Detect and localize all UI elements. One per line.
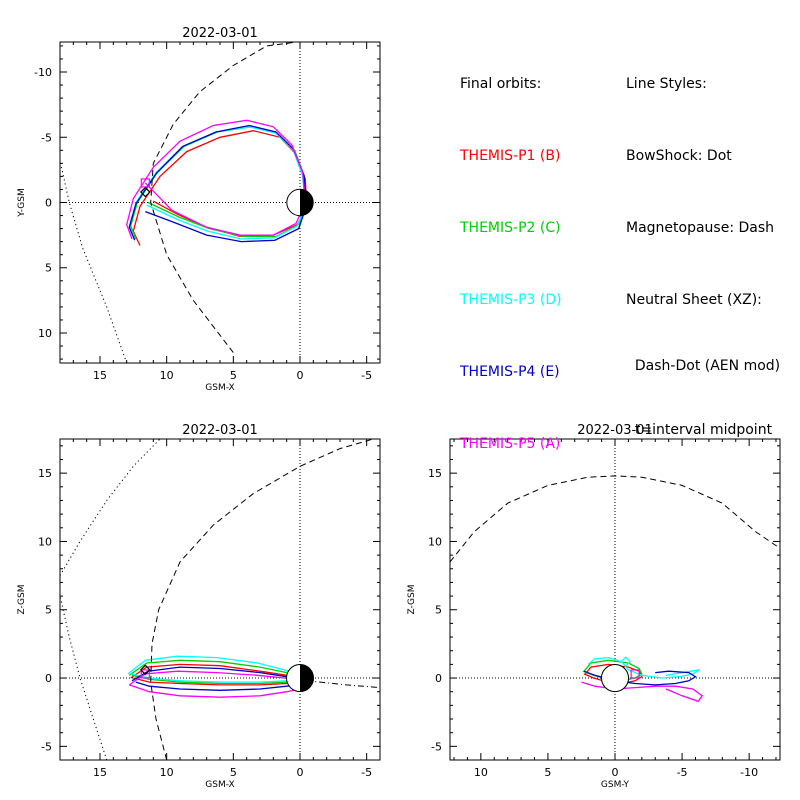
legend-entry-p5: THEMIS-P5 (A) bbox=[460, 436, 561, 452]
panel-xz: 15 10 5 0 -5 -5 0 5 10 15 2022-03-01 GSM-X Z-GSM bbox=[17, 423, 381, 790]
earth-night-side bbox=[300, 189, 314, 216]
y-tick-label: -5 bbox=[41, 131, 52, 144]
series-line-magnetopause bbox=[150, 42, 298, 353]
x-axis-label: GSM-X bbox=[205, 383, 234, 393]
chart-title: 2022-03-01 bbox=[182, 26, 258, 41]
y-tick-label: 10 bbox=[38, 327, 52, 340]
linestyle-neutral-sheet: Neutral Sheet (XZ): bbox=[626, 292, 762, 308]
x-tick-label: 10 bbox=[160, 766, 174, 779]
y-tick-label: 15 bbox=[428, 467, 442, 480]
series-line-bowshock-upper bbox=[60, 439, 161, 576]
chart-title: 2022-03-01 bbox=[182, 423, 258, 438]
series-line-magnetopause bbox=[150, 439, 374, 760]
y-axis-label: Z-GSM bbox=[17, 584, 27, 614]
orbit-legend: Final orbits: THEMIS-P1 (B) THEMIS-P2 (C… bbox=[460, 24, 562, 480]
x-tick-label: 0 bbox=[612, 766, 619, 779]
marker-diamond bbox=[139, 664, 151, 676]
x-tick-label: 15 bbox=[93, 369, 107, 382]
y-axis-label: Y-GSM bbox=[17, 188, 27, 217]
y-tick-label: 5 bbox=[435, 604, 442, 617]
legend-entry-p4: THEMIS-P4 (E) bbox=[460, 364, 560, 380]
y-tick-label: -5 bbox=[41, 740, 52, 753]
y-tick-label: 15 bbox=[38, 467, 52, 480]
x-tick-label: 5 bbox=[230, 766, 237, 779]
y-tick-label: 10 bbox=[428, 535, 442, 548]
x-tick-label: 0 bbox=[297, 766, 304, 779]
x-tick-label: 15 bbox=[93, 766, 107, 779]
axes-frame bbox=[59, 438, 381, 761]
series-line-magnetopause bbox=[450, 475, 780, 563]
chart-title: 2022-03-01 bbox=[577, 423, 653, 438]
x-tick-label: 10 bbox=[474, 766, 488, 779]
x-tick-label: 5 bbox=[544, 766, 551, 779]
plot-area bbox=[60, 439, 380, 760]
series-line-themis-p5-a bbox=[581, 681, 704, 703]
y-tick-label: -10 bbox=[34, 66, 52, 79]
orbit-legend-header: Final orbits: bbox=[460, 76, 542, 92]
y-tick-label: 0 bbox=[435, 672, 442, 685]
y-tick-label: 10 bbox=[38, 535, 52, 548]
series-line-bowshock bbox=[60, 160, 128, 363]
earth-symbol bbox=[600, 664, 630, 693]
earth-night-side bbox=[300, 664, 314, 692]
marker-diamond bbox=[620, 656, 632, 667]
marker-diamond bbox=[139, 186, 151, 198]
x-tick-label: -10 bbox=[740, 766, 758, 779]
legend-entry-p1: THEMIS-P1 (B) bbox=[460, 148, 561, 164]
x-tick-label: -5 bbox=[677, 766, 688, 779]
linestyle-magnetopause: Magnetopause: Dash bbox=[626, 220, 775, 236]
x-axis-label: GSM-X bbox=[205, 780, 234, 790]
series-line-themis-p5-a bbox=[126, 119, 306, 240]
marker-square bbox=[630, 669, 640, 679]
linestyle-legend: Line Styles: BowShock: Dot Magnetopause:… bbox=[626, 24, 780, 462]
linestyle-legend-header: Line Styles: bbox=[626, 76, 707, 92]
y-axis-label: Z-GSM bbox=[407, 584, 417, 614]
x-tick-label: 0 bbox=[297, 369, 304, 382]
legend-entry-p3: THEMIS-P3 (D) bbox=[460, 292, 562, 308]
y-tick-label: 5 bbox=[45, 262, 52, 275]
series-line-themis-p1-b bbox=[132, 130, 308, 246]
linestyle-neutral-sheet-model: Dash-Dot (AEN mod) bbox=[626, 358, 781, 374]
y-tick-label: 0 bbox=[45, 672, 52, 685]
plot-area bbox=[60, 42, 314, 363]
y-tick-label: 0 bbox=[45, 197, 52, 210]
linestyle-neutral-sheet-time: t=interval midpoint bbox=[626, 422, 773, 438]
x-tick-label: 10 bbox=[160, 369, 174, 382]
linestyle-bowshock: BowShock: Dot bbox=[626, 148, 732, 164]
panel-xy: 15 10 5 0 -5 -10 -5 0 5 10 2022-03-01 GSM-X Y-GSM bbox=[17, 26, 381, 393]
y-tick-label: -5 bbox=[431, 740, 442, 753]
x-tick-label: -5 bbox=[361, 369, 372, 382]
x-tick-label: -5 bbox=[361, 766, 372, 779]
series-line-themis-p2-c bbox=[128, 659, 314, 685]
y-tick-label: 5 bbox=[45, 604, 52, 617]
x-tick-label: 5 bbox=[230, 369, 237, 382]
x-axis-label: GSM-Y bbox=[601, 780, 630, 790]
panel-yz: 10 5 0 -5 -10 -5 0 5 10 15 2022-03-01 GSM-Y Z-GSM bbox=[407, 423, 781, 790]
legend-entry-p2: THEMIS-P2 (C) bbox=[460, 220, 561, 236]
plot-area bbox=[450, 475, 780, 703]
series-line-themis-p3-d bbox=[587, 656, 700, 679]
marker-square bbox=[140, 669, 150, 679]
